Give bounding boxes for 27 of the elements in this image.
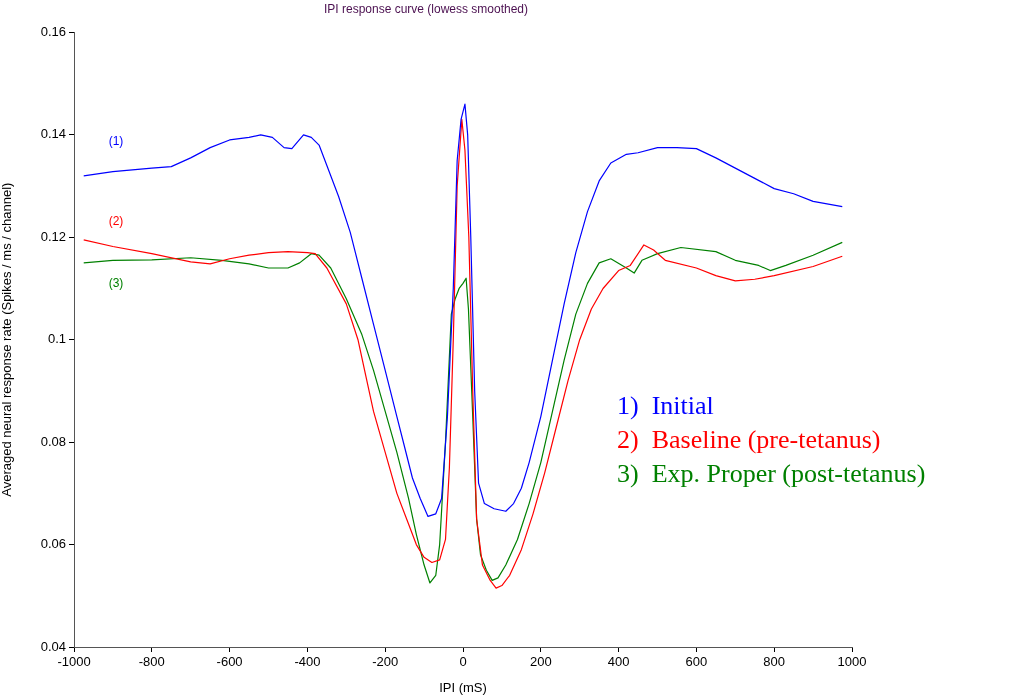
x-tick-label: -400	[294, 654, 321, 670]
x-tick-label: 600	[685, 654, 708, 670]
y-tick-label: 0.1	[47, 331, 66, 347]
x-tick-label: -200	[372, 654, 399, 670]
annotation: (3)	[108, 275, 124, 290]
y-tick-label: 0.14	[40, 126, 66, 142]
x-tick-label: 400	[607, 654, 630, 670]
x-tick-label: 800	[763, 654, 786, 670]
y-tick-label: 0.12	[40, 228, 66, 244]
x-tick-label: -600	[216, 654, 243, 670]
x-tick-label: -1000	[57, 654, 91, 670]
y-tick-label: 0.16	[40, 23, 66, 39]
y-tick-label: 0.08	[40, 433, 66, 449]
x-axis-title: IPI (mS)	[439, 679, 487, 695]
y-tick-label: 0.06	[40, 536, 66, 552]
annotation: (2)	[108, 213, 124, 228]
y-tick-label: 0.04	[40, 638, 66, 654]
text: 1) Initial	[617, 391, 714, 421]
x-tick-label: 1000	[837, 654, 867, 670]
x-tick-label: 200	[529, 654, 552, 670]
x-tick-label: -800	[138, 654, 165, 670]
text: 2) Baseline (pre-tetanus)	[617, 425, 881, 455]
text: 3) Exp. Proper (post-tetanus)	[617, 459, 926, 489]
y-axis-title: Averaged neural response rate (Spikes / ms / channel)	[0, 182, 15, 497]
x-tick-label: 0	[459, 654, 467, 670]
annotation: (1)	[108, 133, 124, 148]
chart-title: IPI response curve (lowess smoothed)	[323, 1, 529, 16]
